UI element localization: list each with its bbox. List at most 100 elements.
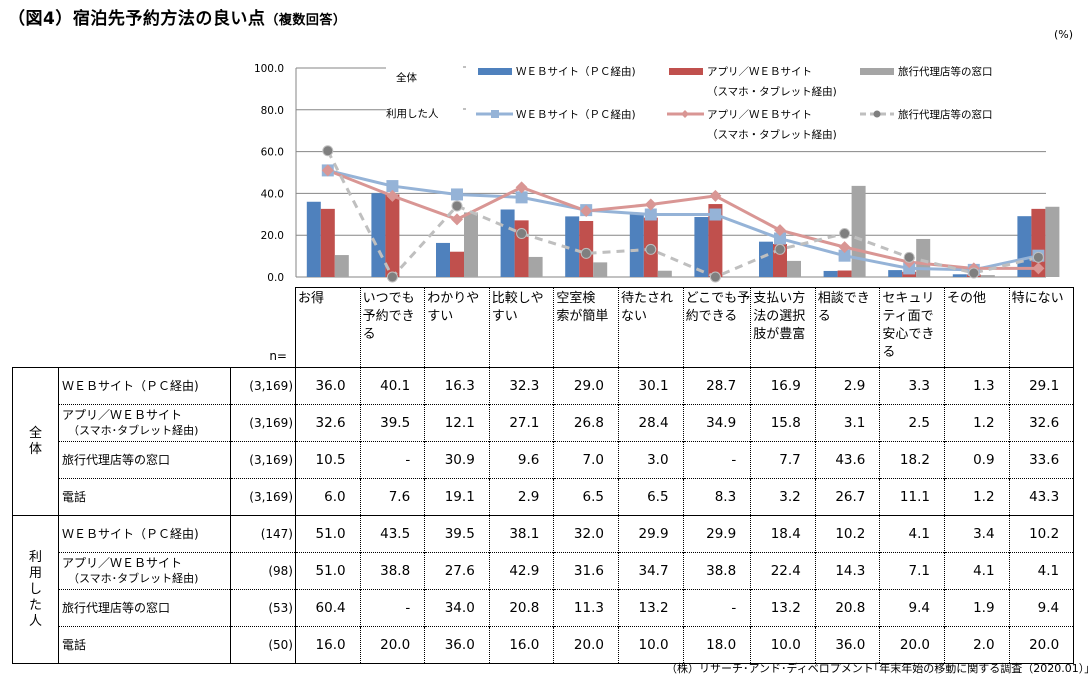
legend-marker-circle	[873, 110, 881, 118]
value-cell: 34.7	[617, 552, 684, 590]
bar	[952, 274, 967, 277]
value-cell: 3.2	[750, 478, 816, 516]
group-label-char: 全	[28, 425, 42, 441]
value-cell: 39.5	[424, 515, 490, 553]
value-cell: -	[682, 589, 751, 627]
value-cell: 3.4	[943, 515, 1010, 553]
value-cell: 16.0	[488, 626, 554, 664]
lines	[321, 145, 1045, 283]
point-marker-circle	[516, 228, 528, 240]
value-cell: 15.8	[750, 404, 816, 442]
row-label-main: 旅行代理店等の窓口	[62, 452, 171, 467]
bar	[500, 209, 515, 277]
series-line	[327, 169, 1039, 270]
value-cell: 20.0	[359, 626, 425, 664]
n-value: (3,169)	[230, 404, 296, 442]
value-cell: 4.1	[1008, 552, 1075, 590]
y-tick-label: 20.0	[261, 230, 284, 242]
point-marker-diamond	[580, 204, 593, 217]
bar	[694, 217, 709, 277]
bar	[528, 256, 543, 277]
column-header: 支払い方 法の選択 肢が豊富	[750, 287, 816, 368]
row-label-main: 電話	[62, 489, 87, 504]
value-cell: 8.3	[682, 478, 751, 516]
point-marker-square	[838, 249, 851, 262]
value-cell: 2.9	[488, 478, 554, 516]
legend-label-app-bar-2: （スマホ・タブレット経由)	[707, 85, 837, 98]
column-header: 特にない	[1008, 287, 1075, 368]
value-cell: 2.0	[943, 626, 1010, 664]
point-marker-diamond	[774, 224, 786, 237]
value-cell: 3.1	[814, 404, 880, 442]
point-marker-circle	[774, 243, 786, 255]
row-label-main: 旅行代理店等の窓口	[62, 600, 171, 615]
n-value: (3,169)	[230, 367, 296, 405]
row-label-sub: （スマホ･タブレット経由)	[68, 572, 199, 585]
column-header-line: いつでも	[362, 291, 415, 306]
n-value: (50)	[230, 626, 296, 664]
value-cell: 29.1	[1008, 367, 1075, 405]
point-marker-circle	[903, 251, 915, 263]
legend: 全体 利用した人 ＷＥＢサイト（ＰＣ経由) アプリ／ＷＥＢサイト （スマホ・タブ…	[386, 62, 1046, 141]
figure-title-main: （図4）宿泊先予約方法の良い点	[8, 9, 266, 29]
value-cell: 34.0	[424, 589, 490, 627]
row-label: 旅行代理店等の窓口	[58, 441, 231, 479]
column-header-line: 予約でき	[362, 309, 415, 324]
value-cell: 28.4	[617, 404, 684, 442]
value-cell: 12.1	[424, 404, 490, 442]
column-header: その他	[943, 287, 1010, 368]
value-cell: 4.1	[879, 515, 945, 553]
column-header-line: 索が簡単	[556, 309, 609, 324]
bar	[385, 194, 400, 277]
row-label-main: 電話	[62, 637, 87, 652]
bar	[708, 204, 723, 277]
legend-label-app-line-1: アプリ／ＷＥＢサイト	[707, 109, 812, 121]
column-header-line: すい	[491, 309, 518, 324]
table-row: 旅行代理店等の窓口 (3,169) 10.5-30.9 9.6 7.0 3.0-7.7 43…	[13, 441, 1075, 479]
column-header-line: ない	[620, 309, 647, 324]
legend-label-web-pc-bar: ＷＥＢサイト（ＰＣ経由)	[516, 65, 636, 78]
table-row: アプリ／ＷＥＢサイト （スマホ･タブレット経由) (3,169) 32.6 39.5 12…	[13, 404, 1075, 442]
value-cell: 7.7	[750, 441, 816, 479]
value-cell: 51.0	[295, 515, 361, 553]
point-marker-square	[709, 208, 722, 221]
column-header-line: 特にない	[1011, 291, 1064, 306]
column-header: どこでも予 約できる	[682, 287, 751, 368]
table-row: 旅行代理店等の窓口 (53) 60.4-34.0 20.8 11.3 13.2-13.2 2…	[13, 589, 1075, 627]
point-marker-circle	[645, 243, 657, 255]
value-cell: 20.0	[553, 626, 619, 664]
table-row: 全体 ＷＥＢサイト（ＰＣ経由) (3,169) 36.0 40.1 16.3 32.3 29.…	[12, 367, 1075, 516]
table-header-row: n= お得 いつでも 予約できるわかりや すい 比較しや すい 空室検 索が簡単 待たされ ない どこ…	[13, 287, 1075, 368]
legend-area	[466, 62, 1046, 130]
point-marker-diamond	[644, 198, 657, 211]
row-label-main: ＷＥＢサイト（ＰＣ経由)	[62, 526, 199, 541]
value-cell: 18.0	[682, 626, 751, 664]
value-cell: 38.8	[682, 552, 751, 590]
column-header: 比較しや すい	[488, 287, 554, 368]
value-cell: 30.9	[424, 441, 490, 479]
value-cell: 11.3	[553, 589, 619, 627]
point-marker-circle	[451, 200, 463, 212]
value-cell: 3.3	[879, 367, 945, 405]
value-cell: 27.6	[424, 552, 490, 590]
column-header-line: 安心でき	[882, 327, 935, 342]
unit-label: (%)	[1054, 28, 1074, 41]
value-cell: 13.2	[617, 589, 684, 627]
value-cell: -	[359, 441, 425, 479]
row-label-sub: （スマホ･タブレット経由)	[68, 424, 199, 437]
point-marker-diamond	[709, 189, 722, 202]
value-cell: 9.4	[1008, 589, 1075, 627]
row-label: 電話	[58, 626, 231, 664]
legend-bg	[386, 62, 466, 130]
row-label: ＷＥＢサイト（ＰＣ経由)	[58, 367, 231, 405]
value-cell: 7.1	[879, 552, 945, 590]
value-cell: 18.4	[750, 515, 816, 553]
column-header-line: セキュリ	[882, 291, 935, 306]
row-label: アプリ／ＷＥＢサイト （スマホ･タブレット経由)	[58, 552, 231, 590]
table-row: 電話 (50) 16.0 20.0 36.0 16.0 20.0 10.0 18.0 10.0 36…	[13, 626, 1075, 664]
n-value: (147)	[230, 515, 296, 553]
value-cell: 16.3	[424, 367, 490, 405]
point-marker-diamond	[1032, 262, 1045, 275]
bar	[464, 212, 478, 277]
bar	[823, 270, 838, 277]
